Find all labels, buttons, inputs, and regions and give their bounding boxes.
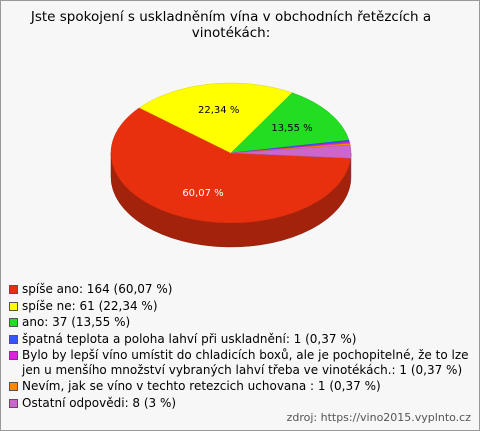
source: zdroj: https://vino2015.vyplnto.cz [286, 411, 471, 424]
legend-item: Bylo by lepší víno umístit do chladicích… [9, 348, 471, 377]
slice [138, 82, 293, 154]
legend-swatch [9, 301, 18, 311]
legend-item: Nevím, jak se víno v techto retezcich uc… [9, 379, 471, 394]
legend-label: spíše ne: 61 (22,34 %) [22, 298, 158, 313]
legend-swatch [9, 318, 18, 327]
slice-label: 60,07 % [182, 188, 223, 199]
legend-swatch [9, 382, 18, 391]
legend-label: Bylo by lepší víno umístit do chladicích… [22, 348, 469, 377]
legend-item: ano: 37 (13,55 %) [9, 315, 471, 330]
legend-item: špatná teplota a poloha lahví při usklad… [9, 332, 471, 347]
legend-label: ano: 37 (13,55 %) [22, 315, 131, 329]
legend-label: Nevím, jak se víno v techto retezcich uc… [22, 379, 381, 393]
legend-item: spíše ne: 61 (22,34 %) [9, 299, 471, 314]
legend-label: Ostatní odpovědi: 8 (3 %) [22, 395, 177, 410]
slice [230, 144, 352, 159]
slice [110, 107, 351, 224]
legend-label: špatná teplota a poloha lahví při usklad… [22, 331, 357, 346]
legend-label: spíše ano: 164 (60,07 %) [22, 282, 173, 296]
legend: spíše ano: 164 (60,07 %) spíše ne: 61 (22… [9, 282, 471, 412]
chart-title: Jste spokojení s uskladněním vína v obch… [30, 9, 432, 41]
slice [230, 92, 350, 154]
legend-swatch [9, 285, 18, 294]
legend-item: Ostatní odpovědi: 8 (3 %) [9, 396, 471, 411]
pie-tops [110, 82, 352, 224]
legend-swatch [9, 334, 18, 344]
slice-label: 13,55 % [271, 123, 312, 134]
legend-swatch [9, 398, 18, 408]
legend-swatch [9, 351, 18, 360]
legend-item: spíše ano: 164 (60,07 %) [9, 282, 471, 297]
slice-label: 22,34 % [198, 105, 239, 116]
